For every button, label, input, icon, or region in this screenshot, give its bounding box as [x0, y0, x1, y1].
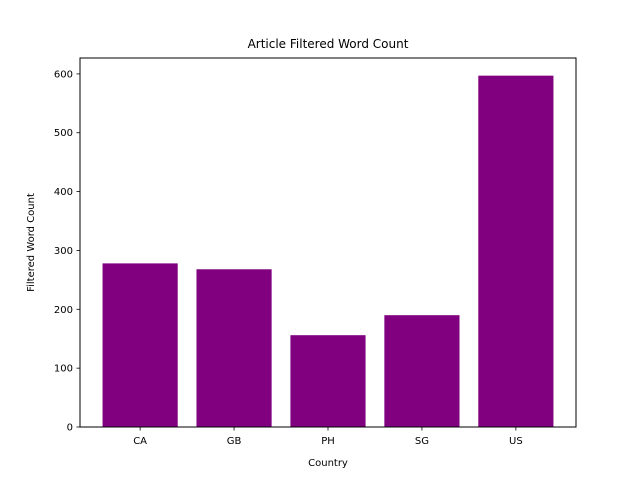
- bar-ca: [102, 263, 178, 427]
- x-tick-label: SG: [415, 436, 429, 447]
- y-axis-label: Filtered Word Count: [26, 193, 37, 292]
- y-tick-label: 200: [54, 305, 73, 316]
- bar-gb: [196, 269, 272, 427]
- y-tick-label: 500: [54, 128, 73, 139]
- x-tick-label: US: [509, 436, 523, 447]
- y-tick-label: 100: [54, 364, 73, 375]
- bar-us: [478, 75, 554, 427]
- y-tick-label: 0: [67, 423, 73, 434]
- y-tick-label: 400: [54, 187, 73, 198]
- x-axis: CA GB PH SG US: [133, 427, 523, 447]
- bar-ph: [290, 335, 366, 427]
- bar-sg: [384, 315, 460, 427]
- y-tick-label: 600: [54, 69, 73, 80]
- plot-frame: [79, 57, 577, 428]
- y-tick-label: 300: [54, 246, 73, 257]
- chart-title: Article Filtered Word Count: [248, 37, 409, 51]
- x-axis-label: Country: [308, 458, 348, 469]
- y-axis: 0 100 200 300 400 500 600: [54, 69, 80, 434]
- x-tick-label: PH: [321, 436, 335, 447]
- x-tick-label: CA: [133, 436, 147, 447]
- bars-layer: [102, 75, 554, 427]
- x-tick-label: GB: [227, 436, 242, 447]
